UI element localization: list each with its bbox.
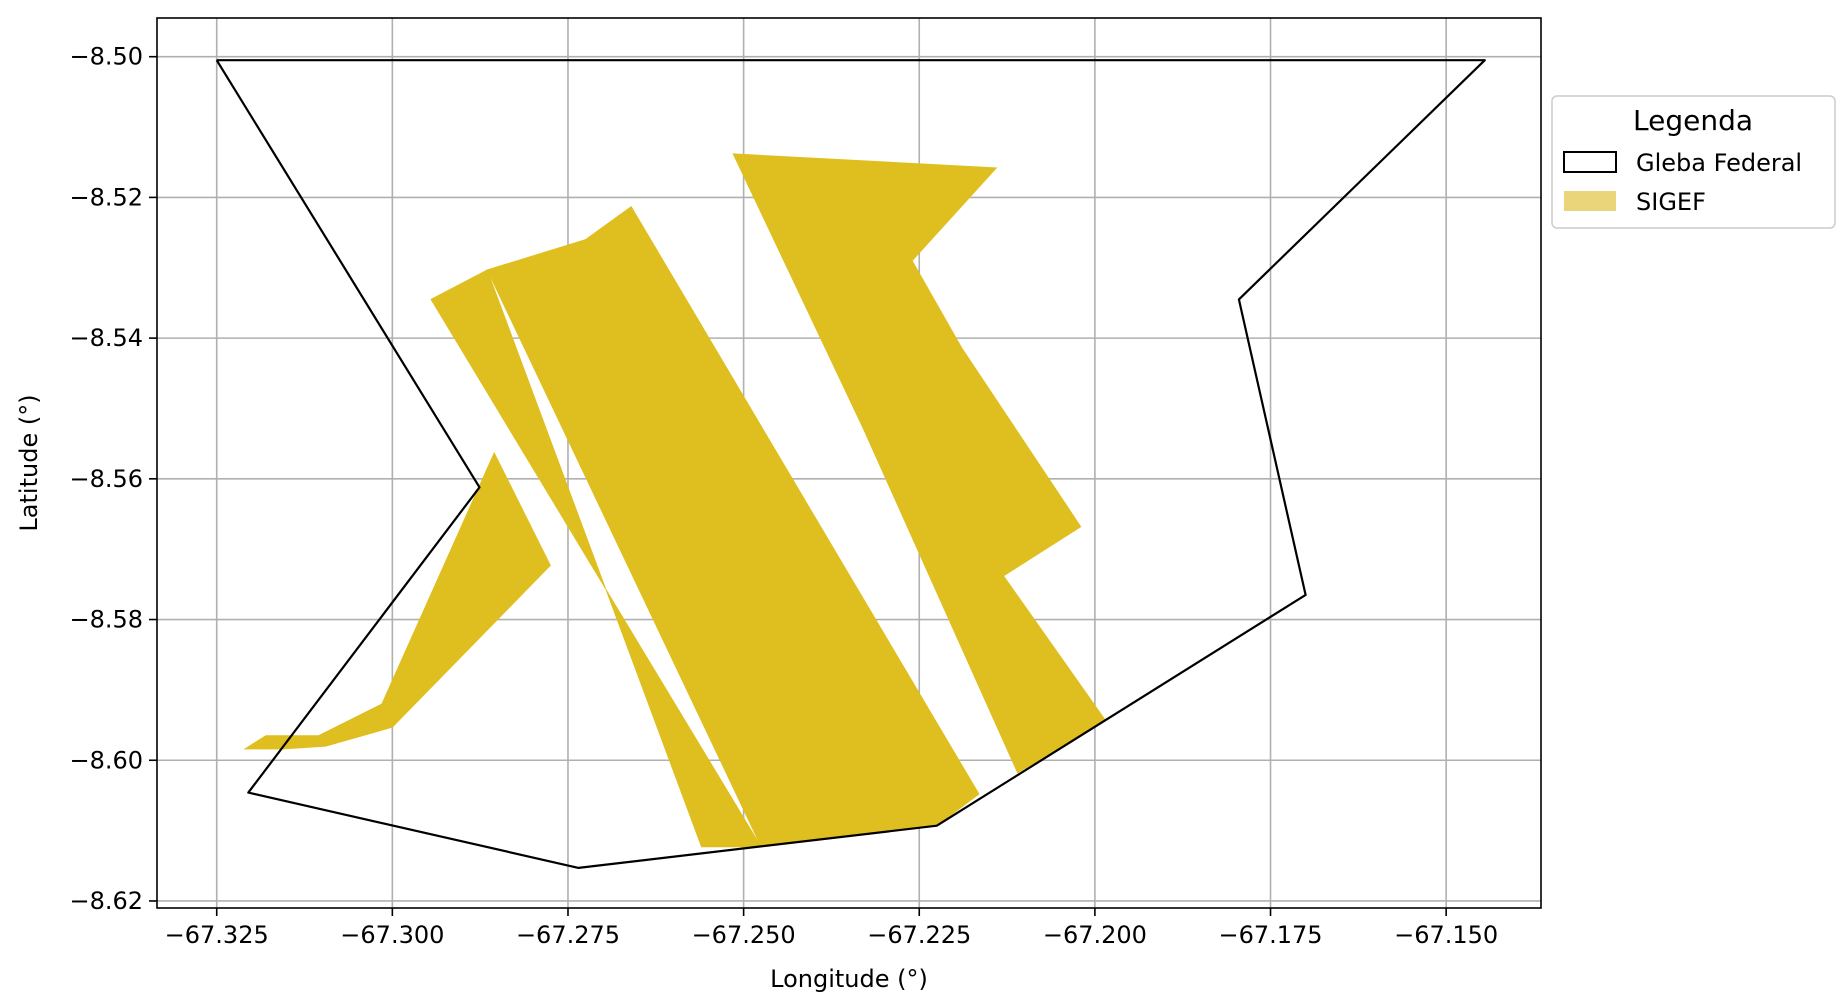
sigef-parcel-5 (862, 346, 1106, 774)
x-tick-label: −67.300 (340, 921, 444, 949)
sigef-parcels (243, 153, 1106, 848)
x-tick-label: −67.175 (1218, 921, 1322, 949)
y-axis-label: Latitude (°) (15, 394, 43, 531)
y-tick-label: −8.60 (69, 746, 143, 774)
plot-frame (156, 17, 1542, 909)
legend-sigef-swatch (1564, 191, 1616, 211)
axis-ticks: −67.325 −67.300 −67.275 −67.250 −67.225 −67.2… (69, 43, 1498, 949)
x-tick-label: −67.150 (1394, 921, 1498, 949)
x-tick-label: −67.275 (516, 921, 620, 949)
legend: Legenda Gleba Federal SIGEF (1551, 95, 1836, 229)
x-tick-label: −67.200 (1043, 921, 1147, 949)
legend-title: Legenda (1633, 104, 1753, 137)
x-tick-label: −67.225 (867, 921, 971, 949)
sigef-parcel-1 (430, 269, 762, 848)
legend-gleba-swatch (1563, 151, 1617, 173)
gleba-federal-outline (215, 59, 1486, 870)
legend-box (1551, 95, 1836, 229)
x-tick-label: −67.250 (692, 921, 796, 949)
y-tick-label: −8.58 (69, 606, 143, 634)
y-tick-label: −8.54 (69, 324, 143, 352)
y-tick-label: −8.50 (69, 43, 143, 71)
sigef-parcel-3 (584, 206, 980, 827)
y-tick-label: −8.62 (69, 887, 143, 915)
x-axis-label: Longitude (°) (770, 965, 928, 993)
x-tick-label: −67.325 (165, 921, 269, 949)
legend-gleba-label: Gleba Federal (1636, 149, 1802, 177)
legend-sigef-label: SIGEF (1636, 188, 1706, 216)
sigef-parcel-4 (732, 153, 998, 429)
gleba-federal-boundary (215, 59, 1486, 870)
y-tick-label: −8.56 (69, 465, 143, 493)
y-tick-label: −8.52 (69, 183, 143, 211)
sigef-parcel-6 (243, 451, 551, 750)
